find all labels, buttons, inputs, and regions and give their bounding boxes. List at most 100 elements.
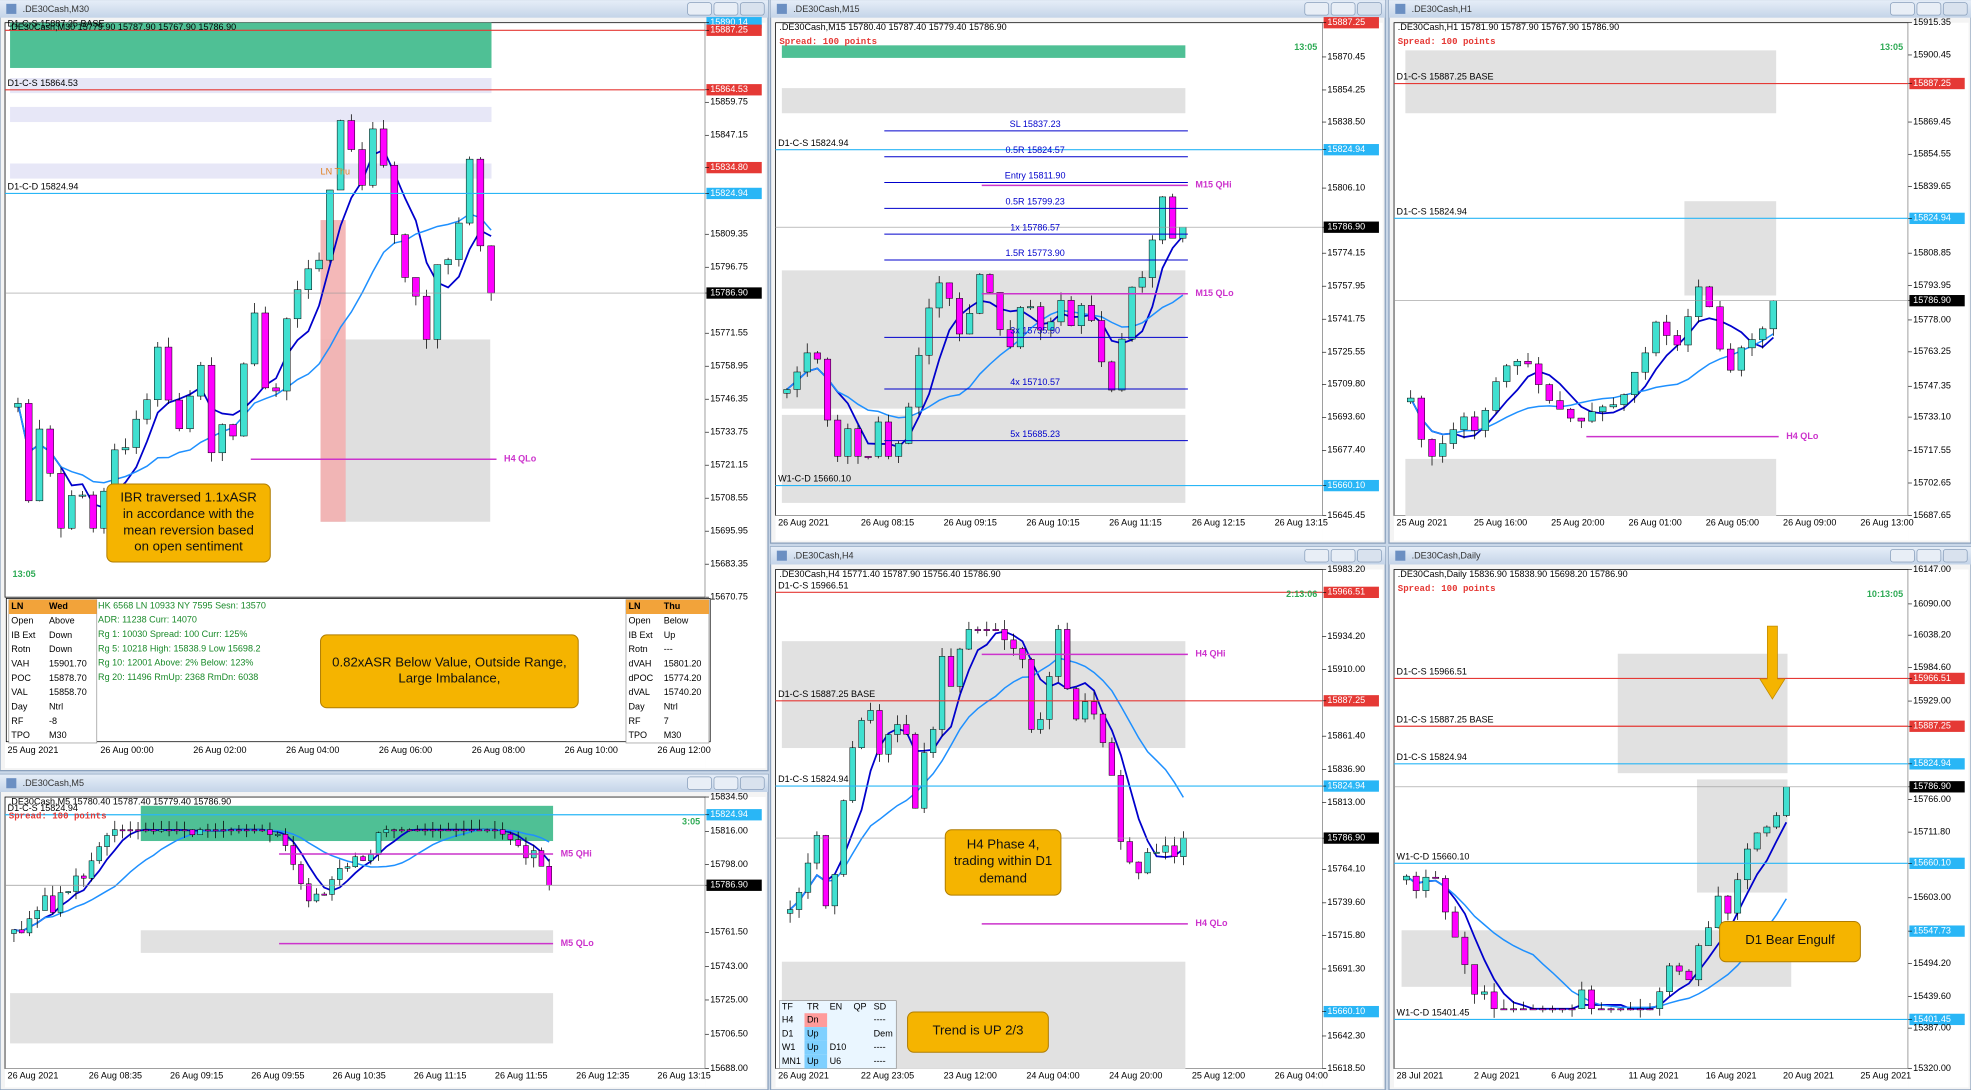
candle (1748, 339, 1756, 349)
table-cell: Down (49, 644, 72, 654)
time-label: 11 Aug 2021 (1628, 1070, 1678, 1080)
maximize-button[interactable] (1916, 2, 1942, 16)
candle (358, 149, 366, 186)
close-button[interactable] (1942, 549, 1968, 563)
candle (461, 829, 467, 832)
price-label: 15966.51 (1327, 587, 1365, 597)
chart-header: .DE30Cash,Daily 15836.90 15838.90 15698.… (1398, 569, 1628, 579)
maximize-button[interactable] (1330, 2, 1356, 16)
time-label: 26 Aug 13:00 (1860, 517, 1913, 527)
candle (401, 234, 409, 278)
candle (250, 312, 259, 365)
candle (379, 128, 388, 166)
trend-cell-bg (804, 1040, 828, 1055)
candle (313, 893, 320, 902)
timer: 10:13:05 (1867, 589, 1903, 599)
price-marker (1323, 1005, 1379, 1018)
candle (197, 364, 205, 397)
price-label: 15771.55 (710, 328, 748, 338)
price-label: 15796.75 (710, 262, 748, 272)
chart-header: .DE30Cash,H4 15771.40 15787.90 15756.40 … (779, 569, 1000, 579)
candle (347, 120, 356, 150)
candle (854, 428, 862, 457)
candle (81, 875, 87, 879)
time-label: 26 Aug 2021 (778, 517, 829, 527)
price-label: 15836.90 (1327, 764, 1365, 774)
candle (874, 421, 882, 457)
level-label: D1-C-S 15966.51 (778, 580, 848, 590)
candle (399, 829, 405, 832)
minimize-button[interactable] (1890, 2, 1915, 16)
time-axis (5, 1068, 706, 1088)
price-label: 15320.00 (1913, 1063, 1951, 1073)
candle (834, 419, 842, 457)
close-button[interactable] (740, 2, 765, 16)
candle (1126, 841, 1133, 863)
price-label: 15806.10 (1327, 182, 1365, 192)
level-label: Entry 15811.90 (1005, 171, 1066, 181)
zone (140, 930, 554, 953)
candle (1631, 371, 1639, 395)
maximize-button[interactable] (1916, 549, 1942, 563)
price-label: 15645.45 (1327, 510, 1365, 520)
stats-line: HK 6568 LN 10933 NY 7595 Sesn: 13570 (98, 600, 266, 610)
trend-header-cell: QP (854, 1001, 867, 1011)
price-marker (706, 287, 762, 299)
minimize-button[interactable] (687, 776, 712, 790)
price-label: 15439.60 (1913, 991, 1951, 1001)
candle (974, 629, 981, 631)
minimize-button[interactable] (1304, 549, 1330, 563)
close-button[interactable] (740, 776, 765, 790)
candle (65, 891, 71, 894)
candle (1001, 629, 1008, 641)
candle (220, 829, 227, 832)
minimize-button[interactable] (687, 2, 712, 16)
zone (781, 641, 1186, 749)
candle (1617, 1008, 1625, 1011)
window-title: .DE30Cash,M15 (793, 4, 859, 14)
maximize-button[interactable] (1330, 549, 1356, 563)
candle (437, 829, 444, 832)
time-label: 26 Aug 12:35 (576, 1070, 629, 1080)
annotation-box (106, 483, 271, 563)
candle (1108, 361, 1116, 391)
level-label: 0.5R 15799.23 (1005, 196, 1064, 206)
candle (804, 862, 812, 893)
close-button[interactable] (1357, 549, 1382, 563)
price-label: 15983.20 (1327, 564, 1365, 574)
candle (1403, 875, 1410, 881)
zone (10, 163, 492, 179)
candle (433, 264, 442, 340)
maximize-button[interactable] (713, 776, 739, 790)
minimize-button[interactable] (1304, 2, 1330, 16)
candle (996, 292, 1004, 330)
candle (251, 829, 258, 832)
price-label: 15870.45 (1327, 51, 1365, 61)
time-label: 26 Aug 2021 (8, 1070, 59, 1080)
price-marker (1323, 832, 1379, 844)
chart-header: .DE30Cash,M5 15780.40 15787.40 15779.40 … (9, 796, 231, 806)
level-label: D1-C-S 15887.25 BASE (778, 689, 875, 699)
maximize-button[interactable] (713, 2, 739, 16)
candle (1513, 361, 1522, 367)
minimize-button[interactable] (1890, 549, 1915, 563)
candle (1545, 384, 1554, 401)
annotation: Trend is UP 2/3 (932, 1024, 1023, 1039)
annotation-box (944, 829, 1062, 896)
table-header-cell: Wed (49, 601, 68, 611)
close-button[interactable] (1942, 2, 1968, 16)
candle (240, 363, 248, 437)
table-cell: 7 (664, 716, 669, 726)
trend-cell: D1 (782, 1028, 794, 1038)
close-button[interactable] (1357, 2, 1382, 16)
trend-cell: Dem (874, 1028, 893, 1038)
trend-cell: H4 (782, 1015, 794, 1025)
candle (1500, 1008, 1508, 1011)
price-label: 15847.15 (710, 130, 748, 140)
time-label: 26 Aug 04:00 (286, 745, 339, 755)
candle (945, 282, 953, 299)
candle (793, 371, 801, 390)
level-label: M5 QHi (561, 848, 592, 858)
price-label: 15618.50 (1327, 1063, 1365, 1073)
trend-table (779, 1000, 897, 1069)
